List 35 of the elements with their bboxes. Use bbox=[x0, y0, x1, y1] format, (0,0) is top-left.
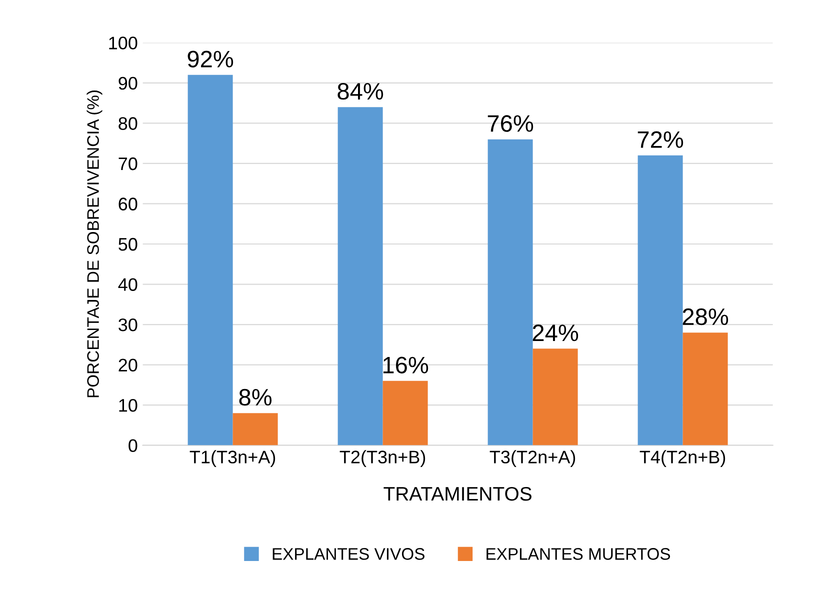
y-tick-label: 100 bbox=[109, 36, 138, 50]
bar bbox=[638, 155, 683, 446]
y-tick-label: 80 bbox=[118, 117, 138, 130]
y-axis-title: PORCENTAJE DE SOBREVIVENCIA (%) bbox=[86, 90, 102, 398]
bar bbox=[682, 332, 728, 446]
bar bbox=[232, 413, 278, 446]
y-tick-label: 0 bbox=[128, 439, 138, 452]
data-label: 24% bbox=[532, 324, 578, 342]
y-tick-label: 50 bbox=[118, 238, 138, 251]
y-tick-label: 10 bbox=[119, 398, 138, 412]
data-label: 84% bbox=[338, 82, 384, 100]
data-label: 76% bbox=[488, 115, 534, 132]
x-tick-label: T1(T3n+A) bbox=[190, 450, 276, 467]
x-tick-label: T3(T2n+A) bbox=[490, 450, 576, 467]
data-label: 92% bbox=[188, 50, 234, 68]
x-axis-title: TRATAMIENTOS bbox=[384, 486, 532, 501]
y-tick-label: 90 bbox=[118, 76, 138, 90]
bar bbox=[338, 107, 383, 446]
data-label: 72% bbox=[638, 131, 684, 148]
y-tick-label: 70 bbox=[118, 157, 138, 170]
data-label: 16% bbox=[383, 356, 428, 374]
bar bbox=[382, 380, 428, 446]
x-tick-label: T4(T2n+B) bbox=[640, 450, 726, 467]
bar bbox=[532, 348, 578, 446]
y-tick-label: 40 bbox=[118, 278, 138, 291]
x-tick-label: T2(T3n+B) bbox=[340, 450, 426, 467]
legend-label: EXPLANTES VIVOS bbox=[272, 548, 424, 560]
y-tick-label: 30 bbox=[118, 318, 138, 332]
legend-label: EXPLANTES MUERTOS bbox=[486, 548, 670, 560]
y-tick-label: 60 bbox=[118, 198, 138, 210]
data-label: 8% bbox=[239, 388, 272, 406]
y-tick-label: 20 bbox=[118, 358, 138, 372]
bar bbox=[188, 74, 233, 446]
bar bbox=[488, 139, 533, 446]
data-label: 28% bbox=[682, 308, 728, 326]
